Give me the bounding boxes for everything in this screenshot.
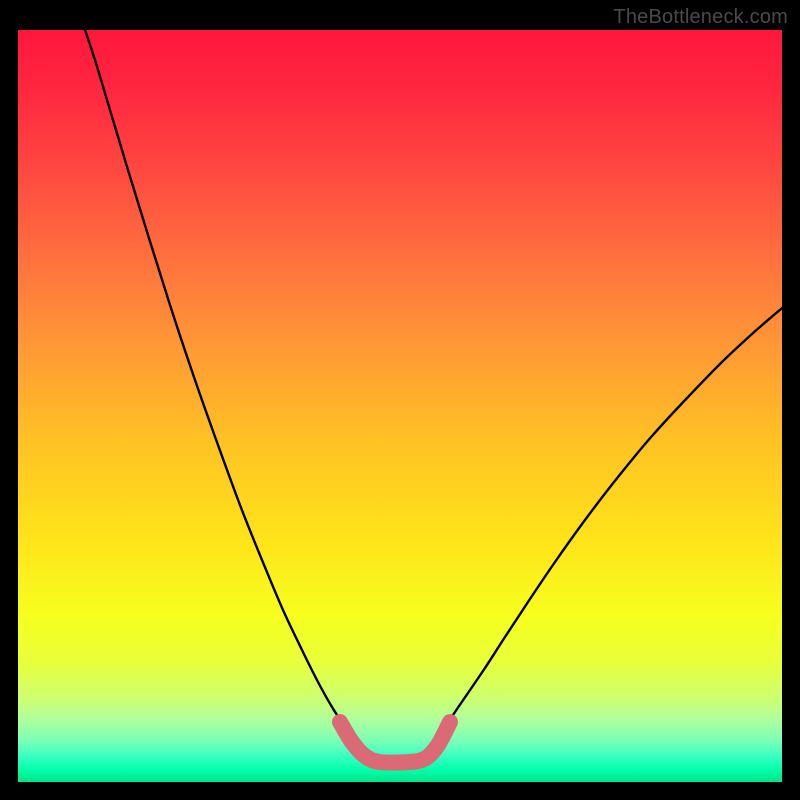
bottleneck-chart: [0, 0, 800, 800]
watermark-text: TheBottleneck.com: [613, 6, 788, 29]
chart-container: TheBottleneck.com: [0, 0, 800, 800]
